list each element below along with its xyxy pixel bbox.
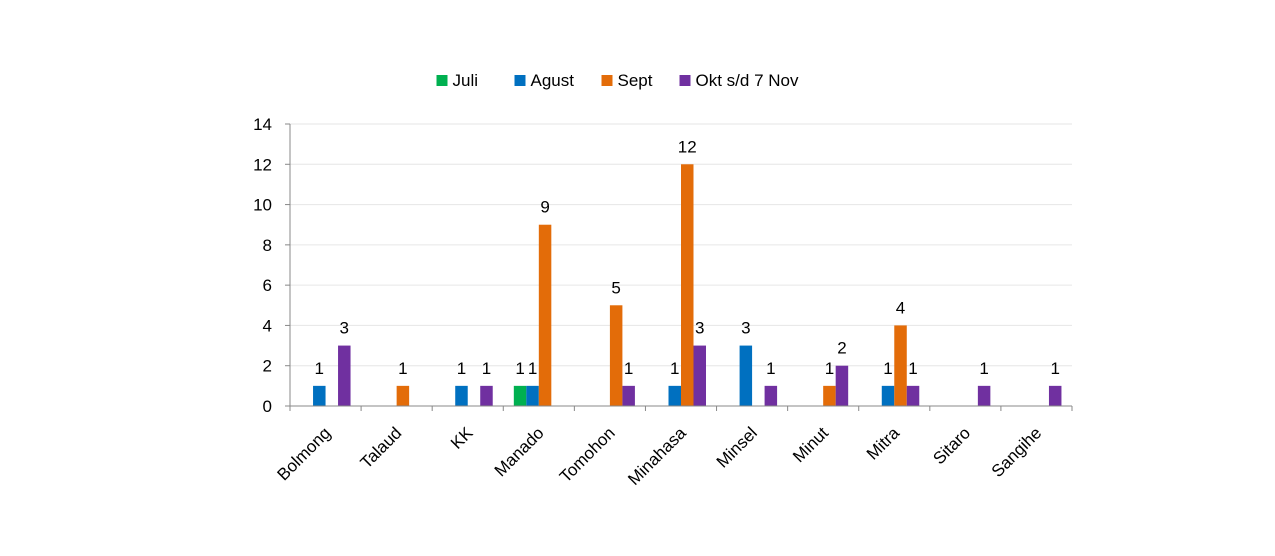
- bar: [906, 385, 920, 406]
- data-label: 1: [515, 359, 524, 378]
- data-label: 3: [695, 319, 704, 338]
- legend-label: Sept: [618, 71, 653, 90]
- bar: [1048, 385, 1062, 406]
- y-tick-label: 6: [263, 276, 272, 295]
- bar: [622, 385, 635, 406]
- bar: [668, 385, 681, 406]
- bar: [835, 365, 849, 406]
- data-label: 1: [766, 359, 775, 378]
- data-label: 12: [678, 137, 697, 156]
- x-category-label: Talaud: [357, 423, 406, 472]
- y-tick-label: 2: [263, 357, 272, 376]
- bar: [881, 385, 895, 406]
- y-tick-label: 14: [253, 115, 272, 134]
- x-category-label: Manado: [491, 423, 548, 480]
- legend-swatch: [514, 75, 526, 86]
- data-label: 1: [979, 359, 988, 378]
- data-label: 1: [670, 359, 679, 378]
- bar: [338, 345, 351, 406]
- data-label: 1: [883, 359, 892, 378]
- data-label: 1: [908, 359, 917, 378]
- y-tick-label: 10: [253, 196, 272, 215]
- data-label: 3: [741, 319, 750, 338]
- bar: [681, 164, 694, 406]
- bar: [526, 385, 539, 406]
- x-category-label: Bolmong: [273, 423, 334, 484]
- x-category-label: Sitaro: [929, 423, 974, 468]
- data-label: 4: [896, 298, 905, 317]
- bar: [513, 385, 527, 406]
- data-label: 1: [528, 359, 537, 378]
- legend-label: Juli: [453, 71, 479, 90]
- y-tick-label: 0: [263, 397, 272, 416]
- legend-swatch: [601, 75, 613, 86]
- bar: [693, 345, 706, 406]
- data-label: 1: [315, 359, 324, 378]
- x-category-label: Mitra: [863, 423, 904, 464]
- data-label: 1: [624, 359, 633, 378]
- bar: [894, 325, 907, 406]
- data-label: 3: [340, 319, 349, 338]
- data-label: 1: [825, 359, 834, 378]
- data-label: 9: [540, 198, 549, 217]
- y-tick-label: 4: [263, 316, 272, 335]
- bar: [455, 385, 468, 406]
- legend-label: Okt s/d 7 Nov: [696, 71, 799, 90]
- x-category-label: Sangihe: [988, 423, 1046, 481]
- bar: [609, 305, 623, 406]
- legend-swatch: [679, 75, 691, 86]
- data-label: 5: [611, 278, 620, 297]
- bar: [480, 385, 493, 406]
- bar: [396, 385, 410, 406]
- data-label: 1: [482, 359, 491, 378]
- data-label: 2: [837, 339, 846, 358]
- x-category-label: KK: [447, 423, 477, 453]
- data-label: 1: [398, 359, 407, 378]
- x-category-label: Minut: [789, 423, 832, 466]
- data-label: 1: [1050, 359, 1059, 378]
- legend-label: Agust: [531, 71, 575, 90]
- x-category-label: Minsel: [713, 423, 761, 471]
- legend: Juli Agust Sept Okt s/d 7 Nov: [436, 71, 799, 90]
- y-tick-label: 8: [263, 236, 272, 255]
- x-category-label: Minahasa: [624, 423, 690, 489]
- bar: [977, 385, 991, 406]
- bar: [739, 345, 753, 406]
- bar: [538, 224, 552, 406]
- x-category-label: Tomohon: [556, 423, 619, 486]
- legend-swatch: [436, 75, 448, 86]
- bars: [313, 164, 1062, 406]
- bar: [764, 385, 778, 406]
- bar: [313, 385, 326, 406]
- data-label: 1: [457, 359, 466, 378]
- bar: [823, 385, 836, 406]
- y-tick-label: 12: [253, 155, 272, 174]
